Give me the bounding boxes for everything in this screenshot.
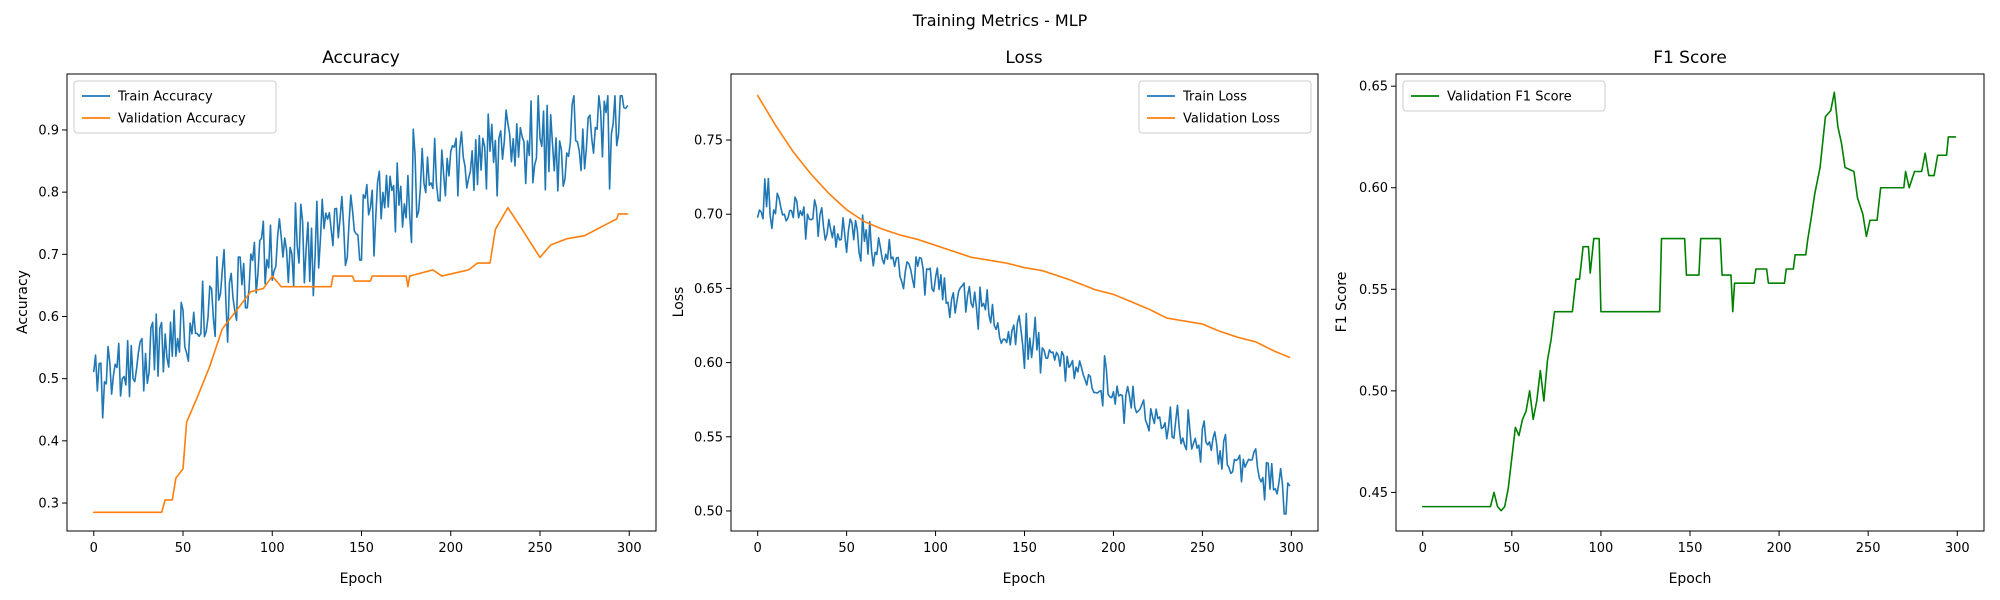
loss-subplot: Loss Epoch Loss 0 50 100 150 200 250 300 0.50 0.… xyxy=(671,48,1319,587)
loss-y-tick-label: 0.75 xyxy=(694,134,723,149)
train-accuracy-line xyxy=(92,94,629,419)
f1-score-y-axis-label: F1 Score xyxy=(1334,272,1350,333)
train-loss-legend-label: Train Loss xyxy=(1182,90,1247,105)
loss-y-tick-label: 0.55 xyxy=(694,430,723,445)
f1-score-y-tick-label: 0.65 xyxy=(1359,80,1388,95)
accuracy-x-tick-label: 200 xyxy=(438,541,463,556)
loss-plot-area xyxy=(756,94,1291,515)
accuracy-axes-frame xyxy=(66,73,657,532)
f1-score-y-tick-label: 0.45 xyxy=(1359,486,1388,501)
validation-loss-legend-label: Validation Loss xyxy=(1183,112,1280,127)
loss-x-tick-label: 250 xyxy=(1190,541,1215,556)
accuracy-y-tick-label: 0.6 xyxy=(38,310,59,325)
f1-score-title: F1 Score xyxy=(1653,48,1727,68)
accuracy-y-tick-label: 0.9 xyxy=(38,123,59,138)
accuracy-y-tick-label: 0.5 xyxy=(38,372,59,387)
f1-score-y-tick-label: 0.55 xyxy=(1359,283,1388,298)
accuracy-plot-area xyxy=(92,94,629,514)
loss-x-tick-label: 0 xyxy=(754,541,762,556)
loss-y-axis-label: Loss xyxy=(671,287,687,318)
validation-accuracy-line xyxy=(92,206,629,514)
loss-y-tick-label: 0.50 xyxy=(694,504,723,519)
f1-score-x-tick-label: 100 xyxy=(1588,541,1613,556)
accuracy-x-tick-label: 150 xyxy=(349,541,374,556)
f1-score-x-tick-label: 300 xyxy=(1945,541,1970,556)
train-loss-line xyxy=(756,177,1291,515)
loss-title: Loss xyxy=(1005,48,1042,68)
loss-y-tick-label: 0.65 xyxy=(694,282,723,297)
loss-legend: Train Loss Validation Loss xyxy=(1138,80,1312,134)
loss-x-tick-label: 200 xyxy=(1101,541,1126,556)
train-accuracy-legend-label: Train Accuracy xyxy=(117,90,213,105)
loss-axes-frame xyxy=(730,73,1319,532)
accuracy-x-tick-label: 250 xyxy=(528,541,553,556)
f1-score-x-tick-label: 250 xyxy=(1856,541,1881,556)
accuracy-y-tick-label: 0.4 xyxy=(38,434,59,449)
validation-accuracy-legend-label: Validation Accuracy xyxy=(118,112,246,127)
loss-legend-box xyxy=(1138,80,1312,134)
accuracy-y-tick-label: 0.3 xyxy=(38,497,59,512)
accuracy-subplot: Accuracy Epoch Accuracy 0 50 100 150 200 250 3… xyxy=(15,48,657,587)
f1-score-x-tick-label: 50 xyxy=(1504,541,1521,556)
loss-y-tick-label: 0.70 xyxy=(694,208,723,223)
f1-score-plot-area xyxy=(1421,91,1957,512)
f1-score-x-axis-label: Epoch xyxy=(1669,571,1712,587)
accuracy-y-axis-label: Accuracy xyxy=(15,270,31,334)
f1-score-legend: Validation F1 Score xyxy=(1402,80,1606,112)
loss-x-tick-label: 150 xyxy=(1012,541,1037,556)
f1-score-axes-frame xyxy=(1395,73,1985,532)
accuracy-x-tick-label: 100 xyxy=(260,541,285,556)
loss-x-tick-label: 300 xyxy=(1279,541,1304,556)
validation-f1-score-legend-label: Validation F1 Score xyxy=(1447,90,1572,105)
accuracy-y-tick-label: 0.7 xyxy=(38,248,59,263)
accuracy-x-tick-label: 50 xyxy=(175,541,192,556)
f1-score-y-tick-label: 0.50 xyxy=(1359,384,1388,399)
accuracy-y-tick-label: 0.8 xyxy=(38,186,59,201)
figure-suptitle: Training Metrics - MLP xyxy=(912,11,1088,30)
f1-score-x-tick-label: 150 xyxy=(1678,541,1703,556)
loss-x-tick-label: 50 xyxy=(838,541,855,556)
accuracy-title: Accuracy xyxy=(322,48,400,68)
accuracy-x-tick-label: 0 xyxy=(90,541,98,556)
f1-score-y-tick-label: 0.60 xyxy=(1359,181,1388,196)
loss-y-tick-label: 0.60 xyxy=(694,356,723,371)
validation-f1-score-line xyxy=(1421,91,1957,512)
loss-x-axis-label: Epoch xyxy=(1003,571,1046,587)
f1-score-subplot: F1 Score Epoch F1 Score 0 50 100 150 200 250 3… xyxy=(1334,48,1985,587)
accuracy-x-axis-label: Epoch xyxy=(340,571,383,587)
f1-score-x-tick-label: 0 xyxy=(1419,541,1427,556)
accuracy-x-tick-label: 300 xyxy=(617,541,642,556)
validation-loss-line xyxy=(756,94,1291,359)
accuracy-legend: Train Accuracy Validation Accuracy xyxy=(73,80,277,134)
f1-score-x-tick-label: 200 xyxy=(1767,541,1792,556)
f1-score-legend-box xyxy=(1402,80,1606,112)
accuracy-legend-box xyxy=(73,80,277,134)
loss-x-tick-label: 100 xyxy=(923,541,948,556)
